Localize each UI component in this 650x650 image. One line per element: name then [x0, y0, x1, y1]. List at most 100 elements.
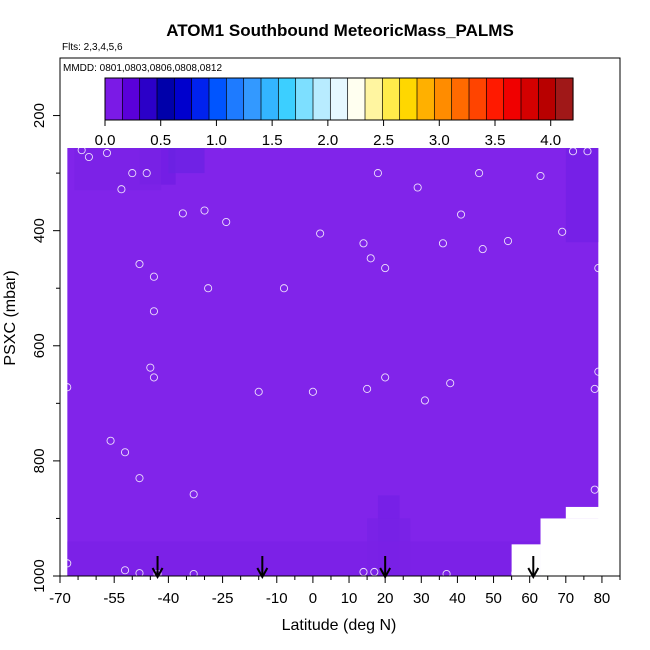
- sample-point: [359, 239, 368, 248]
- sample-point: [204, 284, 213, 293]
- sample-point: [120, 566, 130, 575]
- heatmap-field: [67, 121, 599, 577]
- sample-point: [135, 569, 144, 578]
- y-tick-label: 600: [31, 333, 48, 358]
- colorbar-swatch: [139, 78, 158, 120]
- sample-point: [135, 474, 144, 483]
- colorbar-tick-label: 3.0: [429, 132, 450, 149]
- sample-points-layer: [63, 99, 603, 579]
- dates-label: MMDD: 0801,0803,0806,0808,0812: [63, 63, 222, 74]
- colorbar-tick-label: 0.5: [150, 132, 171, 149]
- sample-point: [594, 367, 603, 376]
- colorbar-tick-label: 0.0: [95, 132, 116, 149]
- sample-point: [135, 259, 144, 269]
- sample-point: [366, 254, 375, 263]
- sample-point: [446, 379, 455, 388]
- colorbar-swatch: [555, 78, 574, 120]
- sample-point: [373, 169, 382, 178]
- sample-point: [308, 387, 317, 396]
- sample-point: [438, 239, 448, 248]
- sample-point: [149, 373, 158, 382]
- sample-point: [511, 569, 520, 578]
- plot-frame: [59, 57, 621, 577]
- x-tick-label: 40: [449, 590, 466, 607]
- colorbar-ticks: 0.0 0.5 1.0 1.5 2.0 2.5 3.0 3.5 4.0: [95, 120, 561, 149]
- heatmap-cell: [67, 541, 599, 576]
- sample-point: [84, 152, 93, 162]
- x-axis: -70 -55 -40 -25 -10 0 10 20 30 40 50 60 70 80: [49, 576, 621, 607]
- sample-point: [189, 569, 198, 579]
- sample-point: [558, 227, 567, 236]
- sample-point: [63, 559, 72, 568]
- sample-point: [594, 264, 603, 273]
- sample-point: [102, 148, 112, 158]
- colorbar-swatch: [417, 78, 435, 120]
- x-tick-label: 0: [309, 590, 317, 607]
- y-axis: 200 400 600 800 1000: [31, 103, 60, 593]
- chart-title: ATOM1 Southbound MeteoricMass_PALMS: [166, 21, 514, 40]
- sample-point: [381, 373, 390, 382]
- sample-point: [420, 396, 429, 405]
- colorbar-swatch: [157, 78, 175, 120]
- sample-point: [200, 206, 209, 215]
- sample-point: [178, 209, 187, 218]
- y-tick-label: 400: [31, 218, 48, 243]
- colorbar-border: [104, 77, 574, 121]
- x-tick-label: -25: [212, 590, 234, 607]
- sample-point: [222, 217, 231, 227]
- sample-point: [279, 284, 289, 293]
- x-tick-label: 70: [557, 590, 574, 607]
- x-tick-label: -70: [49, 590, 71, 607]
- sample-point: [590, 384, 599, 393]
- sample-point: [316, 229, 325, 238]
- colorbar-swatch: [243, 78, 262, 120]
- colorbar-tick-label: 4.0: [540, 132, 561, 149]
- sample-point: [254, 387, 263, 396]
- colorbar-swatch: [278, 78, 297, 120]
- colorbar-swatch: [538, 78, 557, 120]
- colorbar-swatch: [451, 78, 470, 120]
- colorbar-swatch: [174, 78, 193, 120]
- sample-point: [149, 272, 158, 281]
- colorbar-swatch: [122, 78, 141, 120]
- sample-point: [142, 169, 151, 178]
- colorbar-swatch: [261, 78, 279, 120]
- colorbar-swatch: [469, 78, 487, 120]
- colorbar-swatch: [313, 78, 331, 120]
- colorbar-swatch: [105, 78, 123, 120]
- arrow-head: [151, 567, 164, 580]
- missing-data-region: [540, 518, 620, 576]
- flights-label: Flts: 2,3,4,5,6: [62, 42, 123, 53]
- y-tick-label: 1000: [31, 559, 48, 592]
- colorbar-swatch: [486, 78, 505, 120]
- sample-point: [149, 307, 158, 316]
- x-tick-label: 20: [377, 590, 394, 607]
- colorbar-tick-label: 2.0: [317, 132, 338, 149]
- sample-point: [590, 485, 599, 494]
- sample-point: [146, 363, 155, 372]
- sample-point: [536, 171, 545, 181]
- x-tick-label: 30: [413, 590, 430, 607]
- x-tick-label: -55: [103, 590, 125, 607]
- x-tick-label: 80: [594, 590, 611, 607]
- missing-data-region: [60, 58, 68, 576]
- colorbar-swatch: [434, 78, 453, 120]
- sample-point: [63, 383, 72, 392]
- x-tick-label: 10: [341, 590, 358, 607]
- y-tick-label: 800: [31, 448, 48, 473]
- colorbar-swatch: [503, 78, 522, 120]
- sample-point: [456, 210, 466, 219]
- colorbar-tick-label: 3.5: [485, 132, 506, 149]
- colorbar-swatch: [191, 78, 210, 120]
- colorbar-swatch: [226, 78, 245, 120]
- sample-point: [442, 569, 451, 579]
- sample-point: [189, 490, 198, 499]
- sample-point: [475, 169, 484, 178]
- x-tick-label: -10: [266, 590, 288, 607]
- x-tick-label: 60: [521, 590, 538, 607]
- x-tick-label: -40: [158, 590, 180, 607]
- colorbar-swatch: [521, 78, 539, 120]
- x-tick-label: 50: [485, 590, 502, 607]
- colorbar-tick-label: 1.5: [262, 132, 283, 149]
